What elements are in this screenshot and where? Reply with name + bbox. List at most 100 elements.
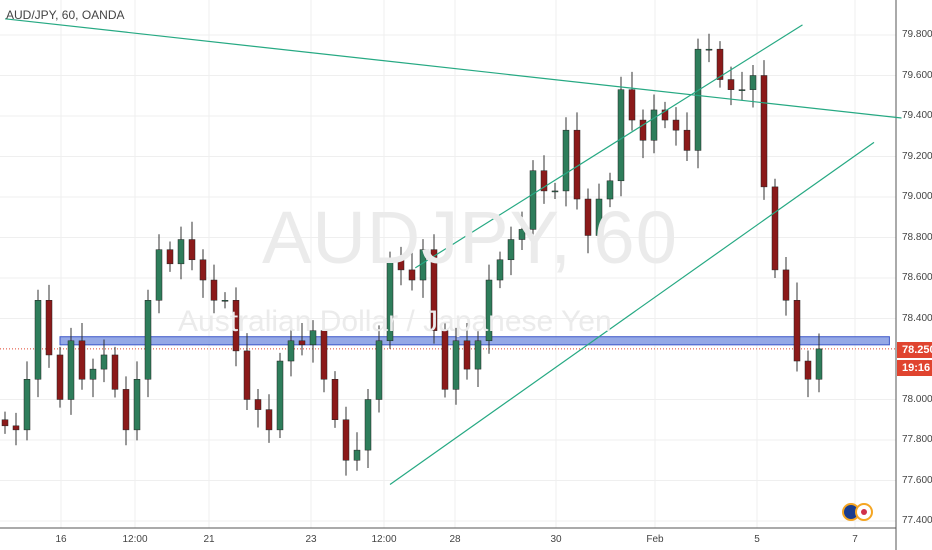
candle-body [540, 170, 548, 192]
candle-body [199, 259, 207, 281]
price-tick-label: 78.000 [902, 393, 932, 405]
candle-body [452, 340, 460, 390]
candle-body [166, 249, 174, 265]
candle-body [67, 340, 75, 400]
candle-body [78, 340, 86, 380]
candle-body [716, 48, 724, 80]
trend-line [414, 24, 803, 269]
candle-body [782, 269, 790, 301]
watermark-description: Australian Dollar / Japanese Yen [178, 305, 612, 338]
price-tick-label: 79.800 [902, 29, 932, 40]
candle-body [694, 48, 702, 151]
trend-line [4, 18, 902, 119]
candle-body [276, 360, 284, 431]
candle-body [705, 48, 713, 51]
time-tick-label: 12:00 [122, 534, 148, 545]
candle-body [441, 330, 449, 390]
candle-body [89, 368, 97, 380]
candle-body [749, 75, 757, 90]
price-tick-label: 79.000 [902, 191, 932, 202]
price-tick-label: 77.400 [902, 515, 932, 526]
candle-body [639, 119, 647, 141]
candle-body [804, 360, 812, 380]
price-tick-label: 78.600 [902, 272, 932, 283]
candle-body [738, 89, 746, 91]
candle-body [661, 109, 669, 121]
candle-body [375, 340, 383, 400]
time-tick-label: 5 [754, 534, 760, 545]
candle-body [397, 259, 405, 271]
time-tick-label: 21 [203, 534, 215, 545]
candle-body [562, 129, 570, 192]
support-zone [59, 336, 890, 346]
candle-body [111, 354, 119, 390]
time-tick-label: 7 [852, 534, 858, 545]
price-tick-label: 79.600 [902, 69, 932, 81]
candle-body [221, 300, 229, 302]
price-tick-label: 78.800 [902, 231, 932, 243]
chart-title: AUD/JPY, 60, OANDA [6, 8, 125, 22]
candle-body [1, 419, 9, 427]
candle-body [122, 389, 130, 431]
candle-body [727, 79, 735, 90]
time-tick-label: Feb [646, 534, 664, 545]
candle-body [254, 399, 262, 410]
candle-body [34, 300, 42, 380]
candle-body [683, 129, 691, 151]
candle-body [430, 249, 438, 331]
time-tick-label: 16 [55, 534, 67, 545]
candle-body [353, 449, 361, 461]
candle-body [100, 354, 108, 370]
candle-body [56, 354, 64, 400]
candle-body [628, 89, 636, 121]
candle-body [815, 348, 823, 380]
candle-body [23, 379, 31, 431]
price-tick-label: 77.600 [902, 474, 932, 486]
watermark-symbol: AUDJPY, 60 [262, 196, 678, 279]
candle-body [155, 249, 163, 301]
candle-body [595, 198, 603, 236]
candle-body [210, 279, 218, 301]
candle-body [485, 279, 493, 342]
candle-body [265, 409, 273, 431]
candle-body [474, 340, 482, 370]
candle-body [12, 425, 20, 431]
price-tick-label: 79.200 [902, 150, 932, 162]
price-tick-label: 78.400 [902, 312, 932, 324]
candle-body [331, 379, 339, 420]
candle-body [518, 229, 526, 240]
trend-line [389, 141, 875, 486]
candle-body [188, 239, 196, 261]
price-tick-label: 79.400 [902, 110, 932, 121]
candle-body [298, 340, 306, 346]
countdown-tag: 19:16 [897, 360, 932, 376]
time-tick-label: 12:00 [371, 534, 397, 545]
candle-body [144, 300, 152, 380]
candle-body [320, 330, 328, 380]
candle-body [309, 330, 317, 346]
candle-body [45, 300, 53, 356]
candle-body [177, 239, 185, 265]
candle-body [617, 89, 625, 182]
candle-body [529, 170, 537, 230]
candle-body [551, 190, 559, 193]
japan-flag-dot-icon [861, 509, 867, 515]
candle-body [496, 259, 504, 281]
candle-body [771, 186, 779, 271]
candle-body [287, 340, 295, 362]
candle-body [507, 239, 515, 261]
candle-body [243, 350, 251, 400]
candle-body [760, 75, 768, 188]
candle-body [408, 269, 416, 281]
candle-body [793, 300, 801, 362]
candle-body [364, 399, 372, 451]
time-tick-label: 28 [449, 534, 461, 545]
candle-body [584, 198, 592, 236]
candle-body [386, 259, 394, 342]
candle-body [650, 109, 658, 141]
candle-body [463, 340, 471, 370]
time-tick-label: 30 [550, 534, 562, 545]
candle-body [342, 419, 350, 461]
candle-body [606, 180, 614, 200]
